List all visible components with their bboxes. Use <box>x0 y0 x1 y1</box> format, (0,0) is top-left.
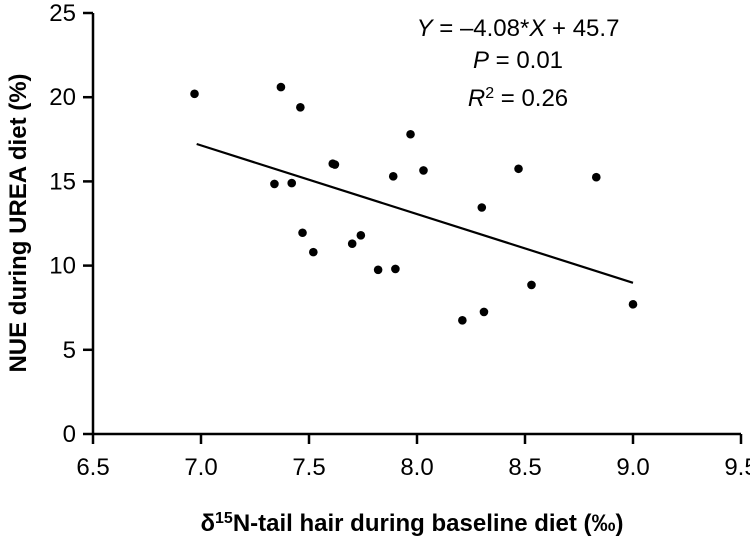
x-tick-label: 9.5 <box>724 454 750 481</box>
x-tick-label: 7.0 <box>184 454 217 481</box>
data-point <box>373 265 383 275</box>
y-tick-label: 20 <box>49 84 76 111</box>
data-point <box>287 178 297 188</box>
r-squared: R2 = 0.26 <box>468 85 568 113</box>
y-tick-label: 5 <box>63 337 76 364</box>
data-point <box>356 230 366 240</box>
x-axis-title: δ15N-tail hair during baseline diet (‰) <box>200 510 623 538</box>
x-tick-label: 8.5 <box>508 454 541 481</box>
regression-annotations: Y = –4.08*X + 45.7 P = 0.01 R2 = 0.26 <box>417 15 620 112</box>
data-point <box>330 160 340 169</box>
data-point <box>190 89 199 99</box>
data-point <box>391 264 400 274</box>
y-axis-title: NUE during UREA diet (%) <box>5 73 32 372</box>
data-point <box>298 228 307 238</box>
data-point <box>276 82 286 92</box>
trendline-group <box>196 142 634 284</box>
data-point <box>527 280 536 290</box>
data-point <box>309 247 318 257</box>
ticks: 6.5 7.0 7.5 8.0 8.5 9.0 9.5 0 5 10 15 20 25 <box>49 0 750 481</box>
y-tick-label: 0 <box>63 421 76 448</box>
x-tick-label: 7.5 <box>292 454 325 481</box>
data-point <box>347 239 357 249</box>
data-point <box>388 172 398 181</box>
data-point <box>628 300 638 309</box>
data-points <box>190 82 638 325</box>
x-tick-label: 9.0 <box>616 454 649 481</box>
x-tick-label: 6.5 <box>76 454 109 481</box>
data-point <box>458 316 467 325</box>
p-value: P = 0.01 <box>473 47 563 74</box>
data-point <box>477 203 487 212</box>
data-point <box>296 103 305 112</box>
data-point <box>270 179 279 189</box>
y-tick-label: 15 <box>49 168 76 195</box>
y-tick-label: 25 <box>49 0 76 27</box>
regression-line <box>196 142 634 284</box>
regression-equation: Y = –4.08*X + 45.7 <box>417 15 620 42</box>
data-point <box>591 172 601 182</box>
data-point <box>479 307 489 317</box>
data-point <box>406 129 415 139</box>
data-point <box>514 164 523 174</box>
x-tick-label: 8.0 <box>400 454 433 481</box>
data-point <box>419 166 428 175</box>
y-tick-label: 10 <box>49 253 76 280</box>
axes <box>91 13 741 436</box>
